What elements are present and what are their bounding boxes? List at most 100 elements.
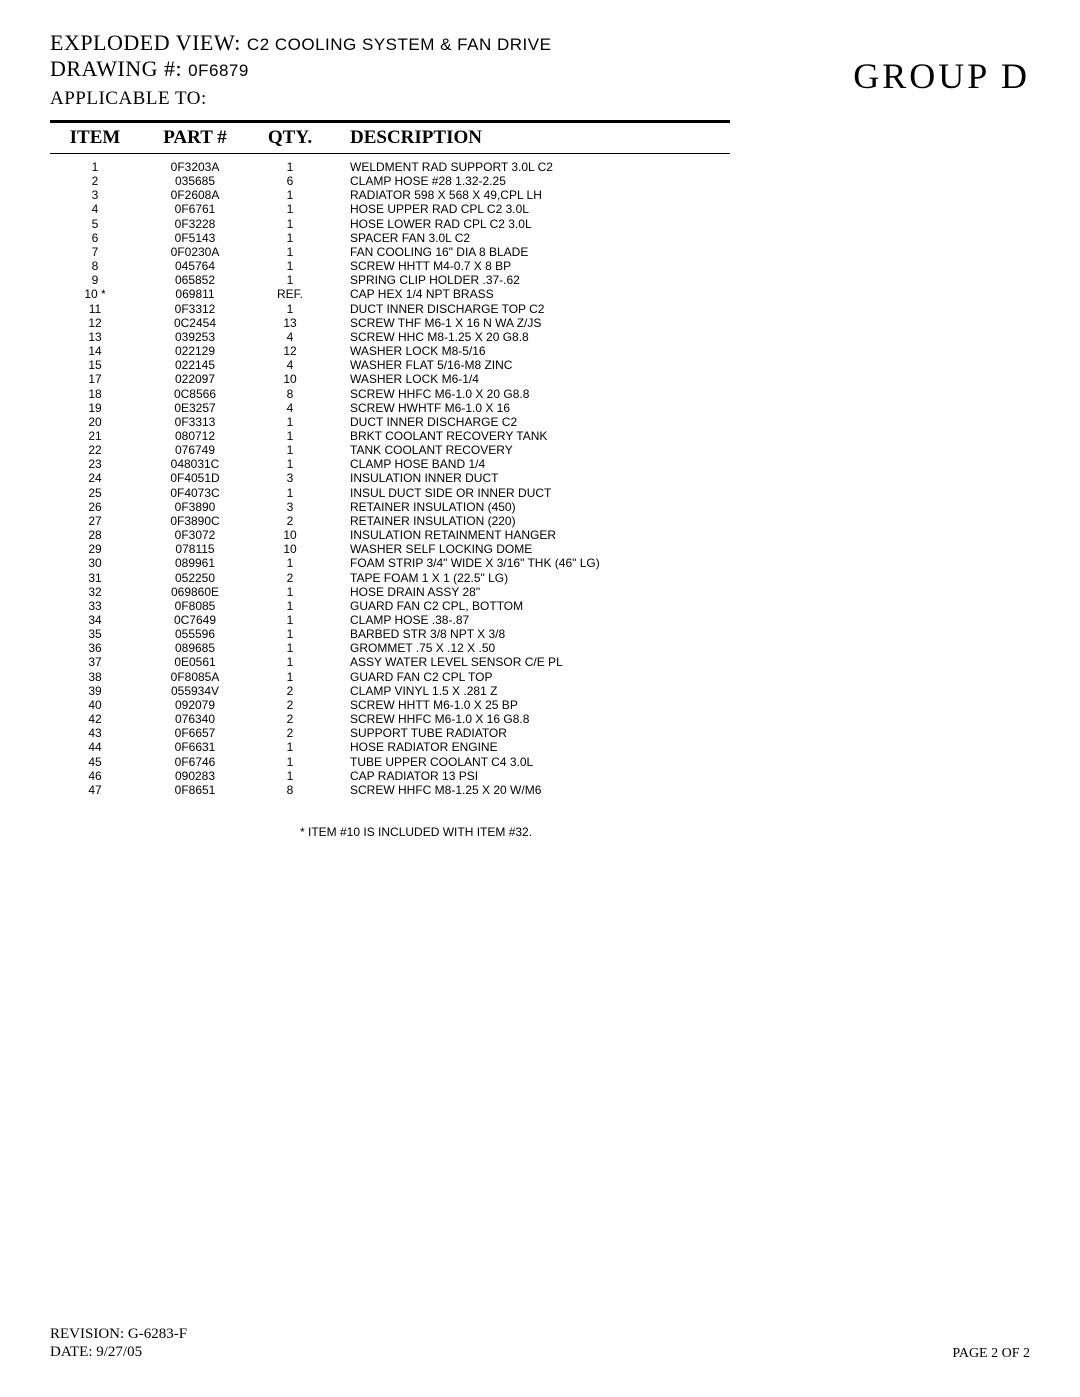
cell-desc: SCREW HHC M8-1.25 X 20 G8.8 <box>330 330 730 344</box>
cell-desc: RETAINER INSULATION (450) <box>330 500 730 514</box>
cell-part: 052250 <box>140 571 250 585</box>
cell-desc: BARBED STR 3/8 NPT X 3/8 <box>330 627 730 641</box>
table-row: 420763402SCREW HHFC M6-1.0 X 16 G8.8 <box>50 712 730 726</box>
table-row: 350555961BARBED STR 3/8 NPT X 3/8 <box>50 627 730 641</box>
cell-qty: 2 <box>250 712 330 726</box>
table-row: 280F307210INSULATION RETAINMENT HANGER <box>50 528 730 542</box>
table-row: 120C245413SCREW THF M6-1 X 16 N WA Z/JS <box>50 316 730 330</box>
cell-desc: WASHER SELF LOCKING DOME <box>330 542 730 556</box>
cell-item: 14 <box>50 344 140 358</box>
cell-part: 076340 <box>140 712 250 726</box>
cell-item: 5 <box>50 217 140 231</box>
cell-qty: 1 <box>250 769 330 783</box>
table-row: 60F51431SPACER FAN 3.0L C2 <box>50 231 730 245</box>
cell-item: 31 <box>50 571 140 585</box>
cell-desc: SCREW HHFC M6-1.0 X 20 G8.8 <box>330 387 730 401</box>
cell-qty: 1 <box>250 245 330 259</box>
footer-left: REVISION: G-6283-F DATE: 9/27/05 <box>50 1325 187 1363</box>
cell-part: 069811 <box>140 287 250 301</box>
cell-part: 055934V <box>140 684 250 698</box>
cell-qty: 1 <box>250 613 330 627</box>
revision-label: REVISION: <box>50 1326 124 1342</box>
cell-desc: WELDMENT RAD SUPPORT 3.0L C2 <box>330 160 730 174</box>
date-label: DATE: <box>50 1344 93 1360</box>
table-row: 150221454WASHER FLAT 5/16-M8 ZINC <box>50 358 730 372</box>
cell-desc: GUARD FAN C2 CPL TOP <box>330 670 730 684</box>
cell-desc: FOAM STRIP 3/4" WIDE X 3/16" THK (46" LG… <box>330 556 730 570</box>
header-rule <box>50 153 730 154</box>
cell-part: 089961 <box>140 556 250 570</box>
table-row: 70F0230A1FAN COOLING 16" DIA 8 BLADE <box>50 245 730 259</box>
revision-line: REVISION: G-6283-F <box>50 1325 187 1344</box>
table-row: 30F2608A1RADIATOR 598 X 568 X 49,CPL LH <box>50 188 730 202</box>
cell-part: 055596 <box>140 627 250 641</box>
cell-part: 048031C <box>140 457 250 471</box>
table-row: 20356856CLAMP HOSE #28 1.32-2.25 <box>50 174 730 188</box>
cell-part: 022145 <box>140 358 250 372</box>
cell-part: 0F2608A <box>140 188 250 202</box>
cell-qty: 1 <box>250 202 330 216</box>
cell-part: 065852 <box>140 273 250 287</box>
cell-qty: 1 <box>250 627 330 641</box>
cell-part: 0F6631 <box>140 740 250 754</box>
cell-part: 045764 <box>140 259 250 273</box>
cell-desc: ASSY WATER LEVEL SENSOR C/E PL <box>330 655 730 669</box>
cell-desc: SCREW THF M6-1 X 16 N WA Z/JS <box>330 316 730 330</box>
cell-item: 7 <box>50 245 140 259</box>
cell-desc: DUCT INNER DISCHARGE TOP C2 <box>330 302 730 316</box>
table-row: 23048031C1CLAMP HOSE BAND 1/4 <box>50 457 730 471</box>
cell-part: 089685 <box>140 641 250 655</box>
cell-item: 36 <box>50 641 140 655</box>
cell-desc: SPRING CLIP HOLDER .37-.62 <box>330 273 730 287</box>
cell-qty: 10 <box>250 542 330 556</box>
cell-qty: 1 <box>250 556 330 570</box>
cell-part: 069860E <box>140 585 250 599</box>
cell-part: 035685 <box>140 174 250 188</box>
cell-item: 19 <box>50 401 140 415</box>
cell-part: 0F8085 <box>140 599 250 613</box>
cell-part: 0F3312 <box>140 302 250 316</box>
cell-qty: 1 <box>250 486 330 500</box>
cell-desc: INSULATION RETAINMENT HANGER <box>330 528 730 542</box>
exploded-view-label: EXPLODED VIEW: <box>50 30 241 55</box>
col-header-part: PART # <box>140 127 250 149</box>
table-row: 1702209710WASHER LOCK M6-1/4 <box>50 372 730 386</box>
cell-part: 078115 <box>140 542 250 556</box>
cell-qty: 12 <box>250 344 330 358</box>
cell-part: 0F3072 <box>140 528 250 542</box>
table-row: 340C76491CLAMP HOSE .38-.87 <box>50 613 730 627</box>
cell-item: 33 <box>50 599 140 613</box>
cell-desc: INSUL DUCT SIDE OR INNER DUCT <box>330 486 730 500</box>
cell-qty: 2 <box>250 726 330 740</box>
cell-qty: 1 <box>250 755 330 769</box>
cell-item: 15 <box>50 358 140 372</box>
cell-qty: 1 <box>250 443 330 457</box>
col-header-qty: QTY. <box>250 127 330 149</box>
exploded-view-line: EXPLODED VIEW: C2 COOLING SYSTEM & FAN D… <box>50 30 1030 56</box>
table-row: 1402212912WASHER LOCK M8-5/16 <box>50 344 730 358</box>
cell-qty: 1 <box>250 415 330 429</box>
table-row: 240F4051D3INSULATION INNER DUCT <box>50 471 730 485</box>
table-row: 260F38903RETAINER INSULATION (450) <box>50 500 730 514</box>
cell-desc: SUPPORT TUBE RADIATOR <box>330 726 730 740</box>
cell-desc: SCREW HWHTF M6-1.0 X 16 <box>330 401 730 415</box>
cell-item: 20 <box>50 415 140 429</box>
cell-part: 0E3257 <box>140 401 250 415</box>
cell-part: 0F3228 <box>140 217 250 231</box>
cell-qty: 6 <box>250 174 330 188</box>
cell-item: 35 <box>50 627 140 641</box>
cell-item: 11 <box>50 302 140 316</box>
cell-part: 080712 <box>140 429 250 443</box>
table-row: 270F3890C2RETAINER INSULATION (220) <box>50 514 730 528</box>
applicable-label: APPLICABLE TO: <box>50 88 207 109</box>
cell-item: 25 <box>50 486 140 500</box>
cell-desc: SCREW HHFC M8-1.25 X 20 W/M6 <box>330 783 730 797</box>
cell-item: 22 <box>50 443 140 457</box>
table-row: 400920792SCREW HHTT M6-1.0 X 25 BP <box>50 698 730 712</box>
table-header-row: ITEM PART # QTY. DESCRIPTION <box>50 123 730 153</box>
cell-qty: 4 <box>250 401 330 415</box>
date-value: 9/27/05 <box>96 1344 142 1360</box>
cell-item: 9 <box>50 273 140 287</box>
cell-qty: 2 <box>250 571 330 585</box>
cell-part: 0F4073C <box>140 486 250 500</box>
